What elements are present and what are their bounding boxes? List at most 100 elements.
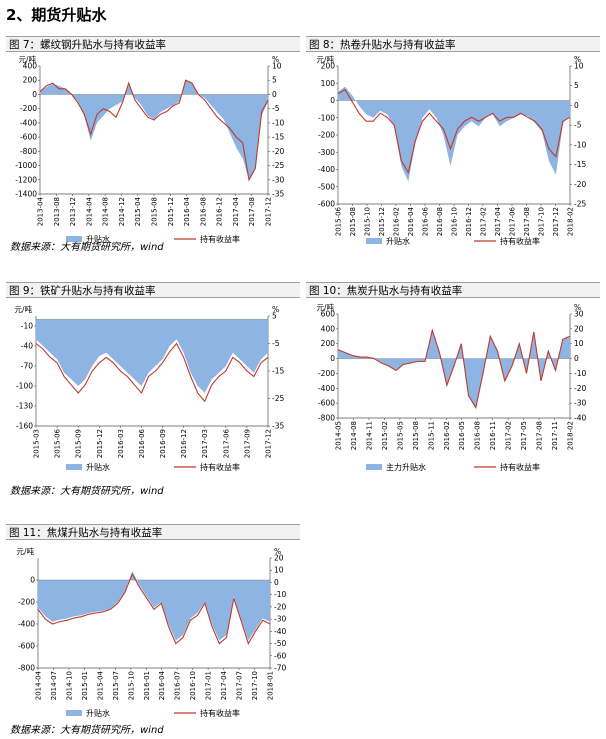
x-tick-label: 2017-03 bbox=[201, 429, 209, 458]
chart-11-svg: 元/吨 % 0 -200 -400 -600 -800 20 10 0 -10 -20 -30 -40 -5… bbox=[16, 546, 286, 718]
series-area-升贴水 bbox=[338, 86, 570, 182]
right-tick-label: -25 bbox=[272, 394, 284, 403]
x-tick-label: 2013-04 bbox=[37, 196, 45, 226]
right-tick-label: -10 bbox=[574, 140, 586, 149]
right-axis-unit: % bbox=[272, 305, 279, 314]
right-tick-label: -10 bbox=[272, 118, 284, 127]
figure-title: 图 10：焦炭升贴水与持有收益率 bbox=[306, 282, 600, 298]
left-tick-label: -800 bbox=[318, 414, 335, 423]
series-area-升贴水 bbox=[36, 319, 268, 393]
legend-swatch-area bbox=[366, 238, 382, 244]
section-title: 2、期货升贴水 bbox=[6, 6, 107, 24]
legend-label: 持有收益率 bbox=[200, 234, 240, 244]
legend-swatch-area bbox=[66, 710, 82, 716]
right-tick-label: -10 bbox=[274, 590, 286, 599]
source-note: 数据来源：大有期货研究所，wind bbox=[10, 486, 164, 497]
left-tick-label: -400 bbox=[318, 165, 335, 174]
right-tick-label: 10 bbox=[574, 62, 584, 71]
left-tick-label: -160 bbox=[16, 422, 33, 431]
right-axis-unit: % bbox=[274, 547, 281, 556]
x-tick-label: 2017-10 bbox=[251, 671, 259, 700]
x-tick-label: 2016-07 bbox=[174, 671, 182, 700]
x-tick-label: 2015-08 bbox=[412, 421, 420, 450]
x-tick-label: 2017-10 bbox=[538, 207, 546, 236]
x-tick-label: 2014-12 bbox=[118, 197, 126, 226]
x-tick-label: 2015-02 bbox=[381, 421, 389, 450]
x-tick-label: 2016-04 bbox=[407, 206, 415, 236]
right-axis-unit: % bbox=[574, 303, 581, 312]
left-tick-label: 200 bbox=[321, 339, 336, 348]
series-area-升贴水 bbox=[40, 80, 268, 180]
x-tick-label: 2015-10 bbox=[364, 207, 372, 236]
chart-panel-9: 图 9：铁矿升贴水与持有收益率 元/吨% -10 -40 -70 -100 -130 -16… bbox=[6, 282, 300, 482]
figure-title: 图 9：铁矿升贴水与持有收益率 bbox=[6, 282, 300, 298]
left-tick-label: -200 bbox=[318, 131, 335, 140]
left-tick-label: 400 bbox=[321, 324, 336, 333]
legend-label: 升贴水 bbox=[86, 708, 110, 718]
x-tick-label: 2017-12 bbox=[552, 207, 560, 236]
right-tick-label: -30 bbox=[272, 175, 284, 184]
left-tick-label: -800 bbox=[18, 664, 35, 673]
left-tick-label: -400 bbox=[20, 118, 37, 127]
x-tick-label: 2017-09 bbox=[243, 429, 251, 458]
x-tick-label: 2015-08 bbox=[349, 207, 357, 236]
left-tick-label: -100 bbox=[16, 382, 33, 391]
legend-swatch-area bbox=[66, 236, 82, 242]
left-tick-label: -600 bbox=[318, 200, 335, 209]
x-tick-label: 2018-02 bbox=[567, 421, 575, 450]
x-tick-label: 2014-08 bbox=[350, 421, 358, 450]
left-tick-label: -1200 bbox=[15, 175, 37, 184]
x-tick-label: 2014-10 bbox=[65, 671, 73, 700]
x-tick-label: 2017-02 bbox=[480, 207, 488, 236]
right-tick-label: -60 bbox=[274, 651, 286, 660]
left-tick-label: -600 bbox=[18, 642, 35, 651]
x-tick-label: 2017-08 bbox=[248, 197, 256, 226]
left-tick-label: -100 bbox=[318, 113, 335, 122]
source-note: 数据来源：大有期货研究所，wind bbox=[10, 725, 164, 736]
x-tick-label: 2018-01 bbox=[267, 671, 275, 700]
x-tick-label: 2015-10 bbox=[127, 671, 135, 700]
right-tick-label: 0 bbox=[272, 90, 277, 99]
series-line-持有收益率 bbox=[337, 328, 571, 410]
x-tick-label: 2017-07 bbox=[236, 671, 244, 700]
legend-label: 持有收益率 bbox=[500, 236, 540, 246]
right-tick-label: -15 bbox=[574, 160, 586, 169]
right-tick-label: -15 bbox=[272, 133, 284, 142]
left-tick-label: 400 bbox=[23, 62, 38, 71]
x-tick-label: 2015-12 bbox=[378, 207, 386, 236]
x-tick-label: 2017-04 bbox=[220, 670, 228, 700]
right-tick-label: -35 bbox=[272, 422, 284, 431]
left-tick-label: -600 bbox=[318, 399, 335, 408]
right-tick-label: -40 bbox=[274, 627, 286, 636]
x-tick-label: 2016-01 bbox=[143, 671, 151, 700]
x-tick-label: 2016-04 bbox=[183, 196, 191, 226]
left-tick-label: 100 bbox=[321, 79, 336, 88]
right-tick-label: -20 bbox=[272, 147, 284, 156]
x-tick-label: 2017-06 bbox=[222, 428, 230, 458]
right-tick-label: -5 bbox=[574, 121, 582, 130]
left-tick-label: -70 bbox=[21, 362, 33, 371]
right-tick-label: 5 bbox=[574, 81, 579, 90]
right-tick-label: -40 bbox=[574, 414, 586, 423]
right-axis-unit: % bbox=[272, 55, 279, 64]
x-tick-label: 2014-07 bbox=[50, 671, 58, 700]
x-tick-label: 2016-10 bbox=[189, 671, 197, 700]
right-tick-label: 20 bbox=[574, 324, 584, 333]
right-tick-label: 5 bbox=[272, 76, 277, 85]
left-axis-unit: 元/吨 bbox=[14, 304, 32, 314]
x-tick-label: 2016-12 bbox=[180, 429, 188, 458]
x-tick-label: 2014-11 bbox=[365, 421, 373, 450]
right-tick-label: 0 bbox=[274, 578, 279, 587]
left-tick-label: -600 bbox=[20, 133, 37, 142]
right-tick-label: -15 bbox=[272, 367, 284, 376]
x-tick-label: 2017-04 bbox=[232, 196, 240, 226]
left-axis-unit: 元/吨 bbox=[16, 546, 34, 556]
x-tick-label: 2016-06 bbox=[138, 428, 146, 458]
x-tick-label: 2017-08 bbox=[523, 207, 531, 236]
x-tick-label: 2015-05 bbox=[396, 421, 404, 450]
left-tick-label: 200 bbox=[321, 62, 336, 71]
left-tick-label: -800 bbox=[20, 147, 37, 156]
x-tick-label: 2016-12 bbox=[216, 197, 224, 226]
left-tick-label: -1400 bbox=[15, 190, 37, 199]
left-tick-label: -10 bbox=[21, 322, 33, 331]
